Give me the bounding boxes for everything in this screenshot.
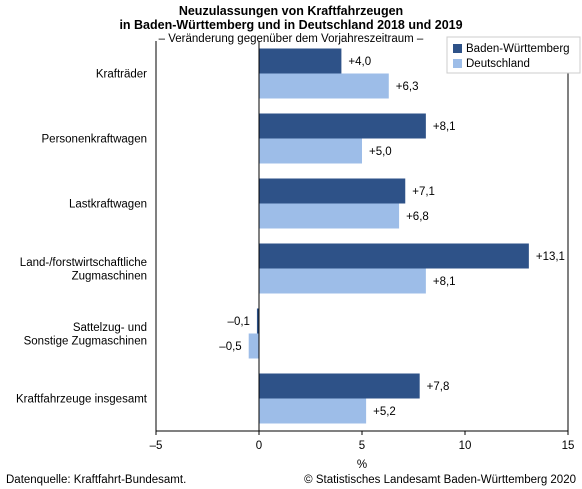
category-label: Sattelzug- und xyxy=(73,322,147,334)
copyright-note: © Statistisches Landesamt Baden-Württemb… xyxy=(304,474,576,486)
legend-box xyxy=(446,36,581,74)
category-label: Personenkraftwagen xyxy=(42,134,147,146)
data-label: +6,8 xyxy=(406,211,429,223)
chart-title-line-1: Neuzulassungen von Kraftfahrzeugen xyxy=(178,4,404,18)
category-label: Kraftfahrzeuge insgesamt xyxy=(16,394,148,406)
x-tick-label: 5 xyxy=(359,440,365,452)
chart-subtitle: – Veränderung gegenüber dem Vorjahreszei… xyxy=(158,33,424,45)
chart-title-block: Neuzulassungen von Kraftfahrzeugen in Ba… xyxy=(0,4,582,46)
data-label: +5,0 xyxy=(369,146,392,158)
bar-bw xyxy=(259,178,406,204)
data-label: +7,1 xyxy=(412,186,435,198)
x-tick-label: –5 xyxy=(150,440,163,452)
category-label: Krafträder xyxy=(96,69,147,81)
bar-bw xyxy=(259,243,529,269)
data-label: +7,8 xyxy=(427,381,450,393)
category-label: Land-/forstwirtschaftliche xyxy=(20,257,147,269)
bar-de xyxy=(259,203,400,229)
data-label: +8,1 xyxy=(433,121,456,133)
x-tick-label: 15 xyxy=(562,440,575,452)
bar-de xyxy=(259,73,389,99)
data-label: –0,1 xyxy=(228,316,250,328)
bar-de xyxy=(259,268,426,294)
legend-label: Deutschland xyxy=(466,58,530,70)
bar-de xyxy=(259,138,362,164)
data-label: +8,1 xyxy=(433,276,456,288)
legend-swatch-bw xyxy=(453,44,462,53)
bar-bw xyxy=(256,308,259,334)
x-tick-label: 10 xyxy=(459,440,472,452)
x-tick-label: 0 xyxy=(256,440,262,452)
category-label: Sonstige Zugmaschinen xyxy=(24,335,147,347)
bar-de xyxy=(259,398,367,424)
data-label: +13,1 xyxy=(536,251,565,263)
data-label: +4,0 xyxy=(348,56,371,68)
source-note: Datenquelle: Kraftfahrt-Bundesamt. xyxy=(6,474,187,486)
bar-bw xyxy=(259,48,342,74)
chart-title-line-2: in Baden-Württemberg und in Deutschland … xyxy=(119,18,463,32)
bar-bw xyxy=(259,373,420,399)
category-label: Lastkraftwagen xyxy=(69,199,147,211)
bar-bw xyxy=(259,113,426,139)
x-axis-label: % xyxy=(357,459,367,471)
bar-de xyxy=(248,333,259,359)
legend-swatch-de xyxy=(453,59,462,68)
category-label: Zugmaschinen xyxy=(72,270,147,282)
data-label: +6,3 xyxy=(396,81,419,93)
data-label: +5,2 xyxy=(373,406,396,418)
legend-label: Baden-Württemberg xyxy=(466,43,570,55)
data-label: –0,5 xyxy=(219,341,241,353)
